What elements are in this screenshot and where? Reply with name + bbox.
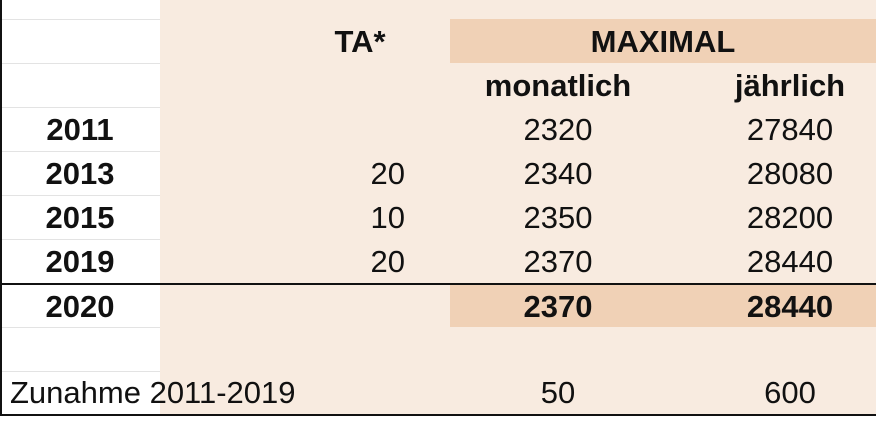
grid-line xyxy=(2,371,162,372)
row-jaehrlich: 28200 xyxy=(746,200,834,235)
summary-monatlich: 50 xyxy=(540,375,576,410)
row-year: 2013 xyxy=(45,156,115,191)
row-monatlich: 2350 xyxy=(523,200,593,235)
grid-line xyxy=(2,63,162,64)
header-monatlich: monatlich xyxy=(484,68,632,103)
total-row-band xyxy=(450,284,876,327)
row-year: 2015 xyxy=(45,200,115,235)
header-ta: TA* xyxy=(334,24,386,59)
maximal-header-band xyxy=(450,19,876,63)
grid-line xyxy=(2,107,162,108)
grid-line xyxy=(2,19,162,20)
grid-line xyxy=(2,239,162,240)
tinted-area xyxy=(160,0,876,415)
header-jaehrlich: jährlich xyxy=(734,68,846,103)
row-ta: 20 xyxy=(370,156,405,191)
summary-label: Zunahme 2011-2019 xyxy=(10,375,296,410)
row-monatlich: 2340 xyxy=(523,156,593,191)
row-year: 2011 xyxy=(46,112,114,147)
total-row-monatlich: 2370 xyxy=(523,289,593,324)
grid-line xyxy=(2,195,162,196)
bottom-border xyxy=(0,414,876,416)
row-jaehrlich: 27840 xyxy=(746,112,834,147)
divider-line xyxy=(0,283,876,285)
grid-line xyxy=(2,327,162,328)
row-monatlich: 2370 xyxy=(523,244,593,279)
row-jaehrlich: 28440 xyxy=(746,244,834,279)
row-jaehrlich: 28080 xyxy=(746,156,834,191)
header-maximal: MAXIMAL xyxy=(590,24,736,59)
row-year: 2019 xyxy=(45,244,115,279)
row-ta xyxy=(260,110,405,150)
row-ta: 10 xyxy=(370,200,405,235)
row-monatlich: 2320 xyxy=(523,112,593,147)
grid-line xyxy=(2,151,162,152)
total-row-year: 2020 xyxy=(45,289,115,324)
total-row-jaehrlich: 28440 xyxy=(746,289,834,324)
row-ta: 20 xyxy=(370,244,405,279)
summary-jaehrlich: 600 xyxy=(764,375,816,410)
year-column-background xyxy=(0,0,162,415)
